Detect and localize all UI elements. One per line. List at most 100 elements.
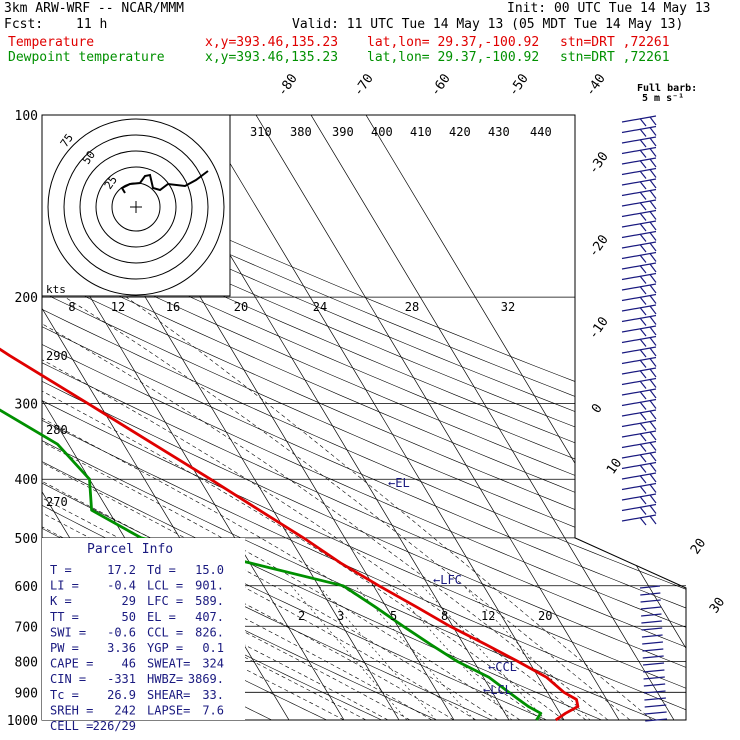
dry-adiabat xyxy=(42,115,686,720)
level-marker-lfc: ←LFC xyxy=(433,573,462,587)
isotherm-label: -10 xyxy=(586,314,612,342)
pressure-label: 200 xyxy=(15,291,38,306)
wind-barb xyxy=(644,690,666,694)
wind-barb xyxy=(621,440,657,452)
theta-label: 420 xyxy=(449,125,471,139)
wind-barb xyxy=(639,585,661,589)
wind-barb xyxy=(621,482,657,494)
wind-barb xyxy=(642,662,665,666)
dry-adiabat xyxy=(42,115,686,720)
level-marker-lcl: ←LCL xyxy=(483,683,512,697)
wind-barb xyxy=(621,419,657,431)
isotherm-label: -60 xyxy=(428,71,454,99)
speed-tick-label: 8 xyxy=(68,300,75,314)
pressure-label: 700 xyxy=(15,620,38,635)
dry-adiabat xyxy=(42,115,686,720)
parcel-label-2: LCL = xyxy=(147,579,183,593)
parcel-label-2: HWBZ= xyxy=(147,672,183,686)
parcel-value-2: 33. xyxy=(202,688,224,702)
parcel-value-1: 50 xyxy=(122,610,136,624)
wind-barb xyxy=(621,115,657,127)
wind-barb xyxy=(641,627,663,631)
parcel-box-bg xyxy=(42,538,245,720)
wind-barb xyxy=(644,697,666,701)
forecast-hour-value: 11 h xyxy=(76,17,108,32)
wind-barb xyxy=(641,634,663,638)
legend-dewpoint-label: Dewpoint temperature xyxy=(8,50,165,65)
parcel-label-1: CIN = xyxy=(50,672,86,686)
parcel-label-1: PW = xyxy=(50,641,79,655)
wind-barb xyxy=(621,178,657,190)
parcel-label-2: LFC = xyxy=(147,594,183,608)
speed-tick-label: 12 xyxy=(111,300,125,314)
theta-label: 270 xyxy=(46,495,68,509)
wind-barb xyxy=(621,514,657,526)
theta-label: 380 xyxy=(290,125,312,139)
parcel-value-2: 0.1 xyxy=(202,641,224,655)
dry-adiabat xyxy=(42,115,354,720)
wind-barb xyxy=(621,493,657,505)
pressure-label: 1000 xyxy=(7,714,38,729)
mixing-ratio-line xyxy=(290,585,408,720)
parcel-label-1: TT = xyxy=(50,610,79,624)
dry-adiabat xyxy=(42,115,686,720)
parcel-label-1: LI = xyxy=(50,579,79,593)
dry-adiabat xyxy=(42,115,686,720)
isotherm xyxy=(200,115,565,720)
wind-barb xyxy=(621,461,657,473)
dry-adiabat xyxy=(42,115,686,720)
parcel-label-1: SREH = xyxy=(50,703,93,717)
parcel-value-1: -0.6 xyxy=(107,625,136,639)
legend-temperature-stn: stn=DRT ,72261 xyxy=(560,35,670,50)
wind-barb xyxy=(621,136,657,148)
parcel-value-2: 407. xyxy=(195,610,224,624)
isotherm-label: 30 xyxy=(707,595,728,616)
isotherm-label: 0 xyxy=(589,401,606,416)
parcel-label-2: YGP = xyxy=(147,641,183,655)
wind-barb xyxy=(621,451,657,463)
isotherm-label: 20 xyxy=(688,536,709,557)
level-marker-ccl: ←CCL xyxy=(488,660,517,674)
wind-barb xyxy=(621,251,657,263)
wind-barb xyxy=(621,272,657,284)
isotherm-label: -30 xyxy=(586,149,612,177)
speed-tick-label: 32 xyxy=(501,300,515,314)
temperature-profile xyxy=(0,347,580,722)
parcel-label-2: SHEAR= xyxy=(147,688,190,702)
speed-tick-label: 28 xyxy=(405,300,419,314)
wind-barb xyxy=(621,199,657,211)
parcel-value-1: 226/29 xyxy=(93,719,136,733)
wind-barb xyxy=(621,314,657,326)
wind-barb xyxy=(621,167,657,179)
mixing-ratio-line xyxy=(390,585,513,720)
dry-adiabat xyxy=(42,115,686,720)
wind-barb xyxy=(621,409,657,421)
mixing-ratio-label: 3 xyxy=(337,609,344,623)
wind-barb xyxy=(640,592,661,596)
barb-legend-title: Full barb: xyxy=(637,83,698,94)
isotherm-label: -40 xyxy=(583,71,609,99)
isotherm xyxy=(255,115,620,720)
parcel-value-2: 826. xyxy=(195,625,224,639)
theta-label: 280 xyxy=(46,423,68,437)
parcel-label-2: CCL = xyxy=(147,625,183,639)
parcel-value-1: 17.2 xyxy=(107,563,136,577)
theta-label: 400 xyxy=(371,125,393,139)
parcel-value-1: 242 xyxy=(114,703,136,717)
parcel-label-2: EL = xyxy=(147,610,176,624)
pressure-label: 300 xyxy=(15,398,38,413)
wind-barb xyxy=(643,669,665,673)
wind-barb xyxy=(640,606,662,610)
wind-barb xyxy=(642,648,664,652)
wind-barb xyxy=(642,641,664,645)
wind-barb xyxy=(621,377,657,389)
wind-barb xyxy=(621,304,657,316)
parcel-value-1: 46 xyxy=(122,657,136,671)
isotherm-label: -70 xyxy=(351,71,377,99)
mixing-ratio-label: 8 xyxy=(441,609,448,623)
parcel-label-2: SWEAT= xyxy=(147,657,190,671)
mixing-ratio-label: 12 xyxy=(481,609,495,623)
hodograph-ring-label: 25 xyxy=(102,173,120,191)
